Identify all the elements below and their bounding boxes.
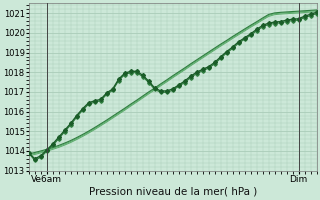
X-axis label: Pression niveau de la mer( hPa ): Pression niveau de la mer( hPa )	[89, 187, 257, 197]
